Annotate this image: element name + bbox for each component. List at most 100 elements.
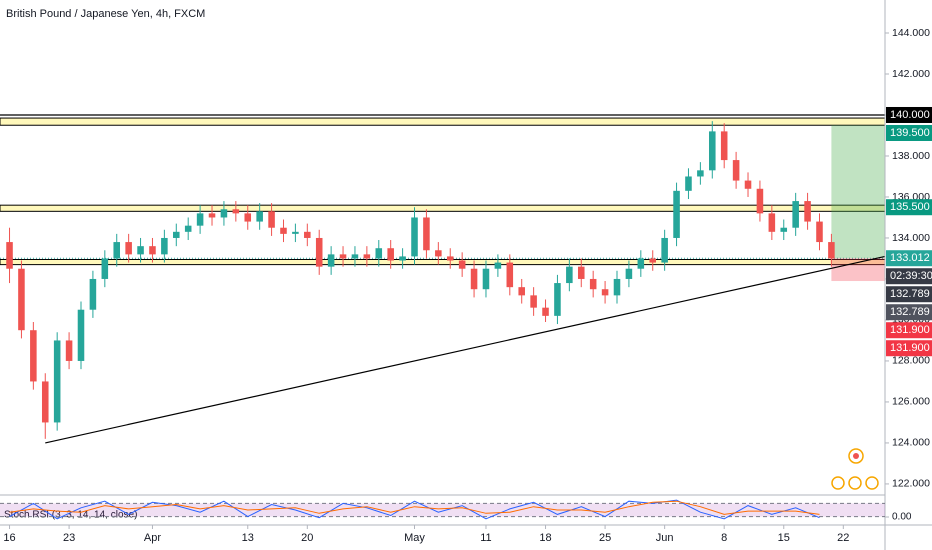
x-tick-label: 23 [63, 532, 75, 544]
candle-body [518, 287, 525, 296]
candle-body [89, 278, 97, 310]
y-tick-label: 128.000 [892, 355, 930, 367]
candle-body [506, 262, 514, 288]
candle-body [339, 254, 347, 259]
candle-body [697, 170, 704, 177]
candle-body [804, 201, 811, 222]
candle-body [280, 227, 287, 234]
candle-body [685, 176, 692, 191]
y-tick-label: 142.000 [892, 68, 930, 80]
candle-body [601, 289, 609, 296]
candle-body [673, 190, 680, 238]
event-icon [865, 476, 879, 490]
y-tick-label: 138.000 [892, 150, 930, 162]
candle-body [494, 262, 502, 269]
candle-body [732, 160, 740, 181]
event-icon [853, 453, 859, 459]
candle-body [720, 131, 728, 161]
price-tag [886, 322, 932, 339]
candle-body [470, 268, 478, 290]
price-tag-label: 02:39:30 [890, 270, 932, 282]
price-tag-label: 140.000 [890, 109, 930, 121]
candle-body [113, 242, 121, 259]
x-tick-label: 16 [3, 532, 15, 544]
candle-body [327, 254, 335, 267]
candle-body [756, 188, 764, 214]
candle-body [149, 246, 156, 255]
price-tag-label: 139.500 [890, 127, 930, 139]
candle-body [137, 246, 144, 255]
candle-body [220, 209, 228, 218]
zone [0, 117, 886, 126]
candle-body [542, 307, 549, 316]
price-tag [886, 124, 932, 141]
candle-body [435, 250, 442, 257]
candle-body [53, 340, 61, 423]
y-tick-label: 124.000 [892, 437, 930, 449]
price-tag [886, 268, 932, 285]
price-tag-label: 132.789 [890, 306, 930, 318]
candle-body [292, 231, 299, 234]
x-tick-label: 20 [301, 532, 313, 544]
candle-body [566, 266, 573, 284]
event-icon [831, 476, 845, 490]
candle-body [709, 131, 716, 171]
candle-body [613, 278, 621, 296]
candle-body [768, 213, 776, 232]
position-target [831, 125, 885, 259]
x-tick-label: 15 [778, 532, 790, 544]
candle-body [446, 256, 454, 261]
candle-body [554, 283, 561, 316]
candle-body [6, 242, 13, 269]
position-stop [831, 258, 885, 282]
candle-body [41, 381, 49, 423]
plot-area [0, 114, 886, 444]
x-tick-label: May [404, 532, 425, 544]
candle-body [399, 256, 406, 261]
candle-body [232, 209, 240, 214]
candle-body [315, 237, 323, 267]
price-tag [886, 250, 932, 267]
candle-body [649, 258, 657, 263]
rsi-line [9, 499, 820, 520]
rsi-y-tick-label: 0.00 [892, 512, 912, 523]
candle-body [256, 211, 263, 222]
candle-body [351, 254, 359, 259]
rsi-line [9, 500, 820, 515]
candle-body [363, 254, 371, 259]
candle-body [161, 237, 168, 255]
candle-body [458, 260, 466, 269]
price-tag-label: 131.900 [890, 324, 930, 336]
candle-body [816, 221, 823, 243]
candle-body [387, 248, 394, 261]
zone [0, 204, 886, 212]
price-tag-label: 132.789 [890, 288, 930, 300]
candle-body [530, 295, 537, 308]
price-tag [886, 304, 932, 321]
candle-body [375, 248, 383, 259]
candle-body [18, 268, 25, 331]
x-tick-label: Apr [144, 532, 161, 544]
price-tag [886, 286, 932, 303]
price-tag-label: 135.500 [890, 201, 930, 213]
candle-body [184, 225, 192, 232]
candle-body [744, 180, 752, 189]
chart-title: British Pound / Japanese Yen, 4h, FXCM [6, 8, 205, 20]
x-tick-label: 22 [837, 532, 849, 544]
candle-body [411, 217, 418, 257]
candle-body [482, 268, 490, 290]
x-tick-label: 25 [599, 532, 611, 544]
candle-body [625, 268, 633, 279]
y-tick-label: 144.000 [892, 27, 930, 39]
candle-body [77, 309, 85, 361]
x-tick-label: 13 [242, 532, 254, 544]
y-tick-label: 134.000 [892, 232, 930, 244]
candle-body [661, 237, 668, 263]
candle-body [423, 217, 430, 251]
price-tag [886, 340, 932, 357]
candle-body [780, 227, 788, 232]
candle-body [637, 258, 645, 269]
candle-body [65, 340, 73, 361]
